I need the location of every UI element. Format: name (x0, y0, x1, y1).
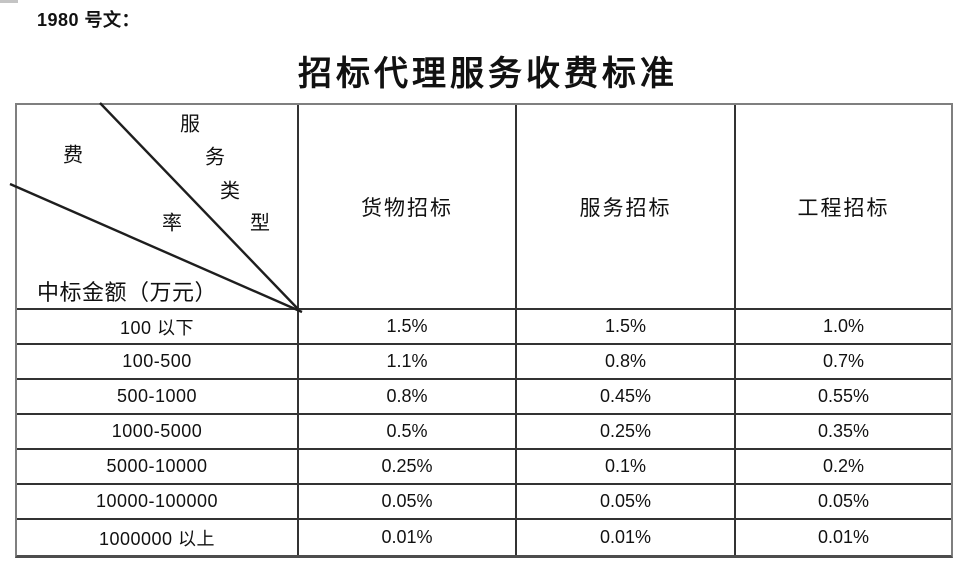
row-label: 100-500 (17, 345, 299, 380)
fee-value: 1.0% (736, 310, 951, 345)
row-label: 5000-10000 (17, 450, 299, 485)
fee-value: 1.5% (517, 310, 736, 345)
fee-value: 0.8% (299, 380, 517, 415)
fee-value: 0.8% (517, 345, 736, 380)
fee-value: 0.01% (517, 520, 736, 555)
corner-axis-type-char: 类 (220, 180, 240, 203)
fee-value: 0.01% (817, 527, 870, 547)
fee-table: 服 务 类 型 费 率 中标金额（万元） 货物招标 服务招标 工程招标 100 … (9, 102, 953, 558)
column-header-services: 服务招标 (517, 105, 736, 310)
fee-value: 1.5% (299, 310, 517, 345)
page-title: 招标代理服务收费标准 (298, 56, 678, 93)
fee-value: 0.05% (736, 485, 951, 520)
fee-value: 0.05% (299, 485, 517, 520)
fee-value: 0.55% (736, 380, 951, 415)
table-corner-cell: 服 务 类 型 费 率 中标金额（万元） (9, 102, 303, 314)
fee-value: 0.35% (736, 415, 951, 450)
fee-value: 0.45% (517, 380, 736, 415)
corner-row-header: 中标金额（万元） (37, 280, 218, 305)
fee-value: 0.1% (517, 450, 736, 485)
fee-value: 0.5% (299, 415, 517, 450)
scan-edge-artifact (0, 0, 18, 3)
corner-axis-type-char: 务 (205, 146, 225, 169)
fee-value: 0.25% (299, 450, 517, 485)
fee-value: 1.1% (299, 345, 517, 380)
row-label: 100 以下 (17, 310, 299, 345)
fee-value: 0.01% (299, 520, 517, 555)
corner-axis-rate-char: 率 (162, 212, 182, 235)
fee-value: 0.2% (736, 450, 951, 485)
diagonal-divider-lines (9, 102, 303, 314)
row-label: 10000-100000 (17, 485, 299, 520)
column-header-works: 工程招标 (736, 105, 951, 310)
corner-axis-type-char: 型 (250, 212, 270, 235)
fee-value: 0.25% (517, 415, 736, 450)
corner-axis-rate-char: 费 (63, 144, 83, 167)
fee-value: 0.05% (517, 485, 736, 520)
fee-value: 0.7% (736, 345, 951, 380)
column-header-goods: 货物招标 (299, 105, 517, 310)
row-label: 500-1000 (17, 380, 299, 415)
row-label: 1000-5000 (17, 415, 299, 450)
doc-number-label: 1980 号文： (37, 10, 141, 30)
corner-axis-type-char: 服 (180, 113, 200, 136)
row-label: 1000000 以上 (17, 520, 299, 555)
